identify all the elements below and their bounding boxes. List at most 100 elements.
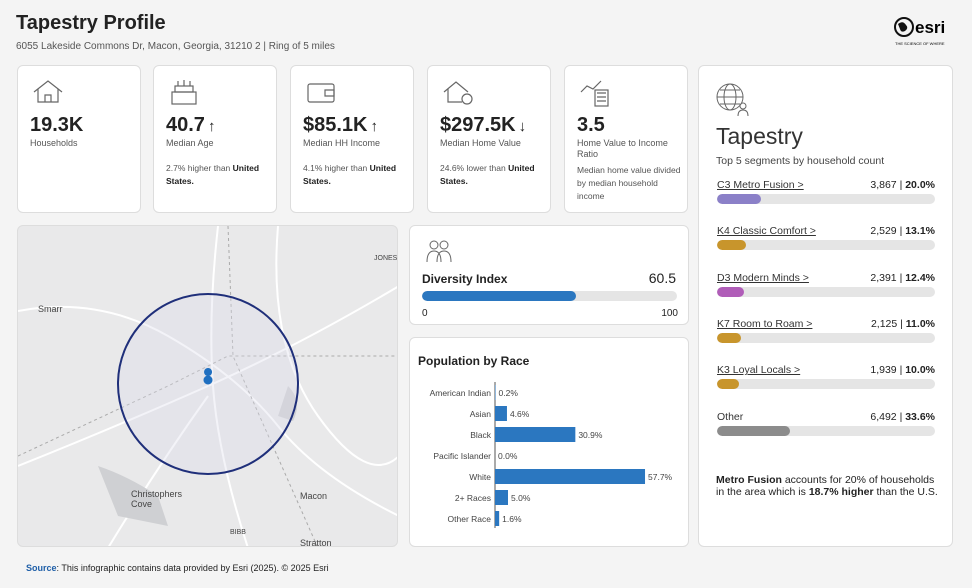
tapestry-panel: Tapestry Top 5 segments by household cou… bbox=[698, 65, 953, 547]
race-label: American Indian bbox=[430, 388, 492, 398]
segment-bar bbox=[717, 286, 745, 297]
summary-bold: 18.7% higher bbox=[808, 486, 874, 498]
value-text: 3.5 bbox=[577, 114, 605, 136]
people-icon bbox=[426, 240, 452, 263]
tapestry-subtitle: Top 5 segments by household count bbox=[716, 155, 885, 167]
stat-card: $297.5K ↓ Median Home Value 24.6% lower tha… bbox=[427, 65, 551, 213]
note-text: 2.7% higher than bbox=[166, 163, 231, 173]
card-label: Median HH Income bbox=[303, 138, 381, 148]
card-label: Median Age bbox=[166, 138, 214, 148]
diversity-track bbox=[422, 291, 677, 301]
segment-link[interactable]: C3 Metro Fusion > bbox=[717, 179, 804, 191]
segment-stats: 6,492 | 33.6% bbox=[870, 410, 935, 423]
segment-count: 2,391 bbox=[870, 271, 897, 284]
segment-link[interactable]: K3 Loyal Locals > bbox=[717, 364, 801, 377]
race-label: Pacific Islander bbox=[433, 451, 491, 461]
card-icon bbox=[171, 80, 197, 105]
race-chart: American Indian 0.2% Asian 4.6% Black 30.9% Pa… bbox=[430, 382, 673, 528]
segment-bar bbox=[717, 194, 761, 204]
card-icon bbox=[33, 80, 63, 103]
map: Smarr JONES Christophers Cove Macon BIBB Stra… bbox=[17, 225, 398, 547]
card-icon bbox=[307, 83, 335, 103]
note-bold: United States. bbox=[166, 163, 260, 186]
note-text: 24.6% lower than bbox=[440, 163, 506, 173]
note-text: Median home value divided by median hous… bbox=[577, 165, 681, 201]
card-value: 40.7 ↑ bbox=[166, 114, 215, 137]
source-link[interactable]: Source bbox=[26, 563, 57, 573]
segment-track bbox=[717, 332, 935, 343]
card-note: 4.1% higher than United States. bbox=[303, 162, 409, 188]
segment-stats: 3,867 | 20.0% bbox=[870, 179, 935, 191]
segment-percent: 10.0% bbox=[905, 364, 935, 377]
summary-text: than the U.S. bbox=[873, 486, 938, 498]
race-label: Other Race bbox=[448, 514, 492, 524]
stat-card: 3.5 Home Value to Income Ratio Median home… bbox=[564, 65, 688, 213]
card-label: Households bbox=[30, 138, 78, 148]
card-note: 24.6% lower than United States. bbox=[440, 162, 546, 188]
segment-stats: 2,529 | 13.1% bbox=[870, 225, 935, 238]
race-bar bbox=[495, 385, 496, 400]
value-text: 40.7 bbox=[166, 114, 205, 136]
race-value: 57.7% bbox=[648, 472, 673, 482]
race-value: 5.0% bbox=[511, 493, 531, 503]
segment-bar bbox=[717, 332, 741, 343]
map-label: JONES bbox=[374, 255, 398, 262]
segment-track bbox=[717, 240, 935, 251]
title: Tapestry Profile bbox=[16, 12, 166, 34]
segment-bar bbox=[717, 425, 791, 436]
race-value: 0.2% bbox=[499, 388, 519, 398]
footer: Source: This infographic contains data p… bbox=[26, 563, 329, 573]
segment-bar bbox=[717, 240, 746, 251]
race-value: 0.0% bbox=[498, 451, 518, 461]
segment-link[interactable]: D3 Modern Minds > bbox=[717, 271, 809, 284]
card-note: Median home value divided by median hous… bbox=[577, 164, 683, 203]
segment-percent: 13.1% bbox=[905, 225, 935, 238]
segment-track bbox=[717, 194, 935, 204]
race-bar bbox=[495, 490, 508, 505]
card-icon bbox=[443, 81, 473, 105]
segment-link[interactable]: K7 Room to Roam > bbox=[717, 317, 813, 330]
note-text: 4.1% higher than bbox=[303, 163, 368, 173]
segment-percent: 12.4% bbox=[905, 271, 935, 284]
trend-arrow: ↓ bbox=[518, 118, 527, 135]
map-label: Smarr bbox=[38, 304, 63, 314]
segment-percent: 11.0% bbox=[905, 317, 935, 330]
trend-arrow: ↑ bbox=[207, 118, 216, 135]
race-value: 1.6% bbox=[502, 514, 522, 524]
card-value: 19.3K bbox=[30, 114, 83, 137]
scale-min: 0 bbox=[422, 308, 428, 319]
globe-icon bbox=[716, 83, 749, 116]
diversity-bar bbox=[422, 291, 577, 301]
race-label: White bbox=[469, 472, 491, 482]
segment-percent: 33.6% bbox=[905, 410, 935, 423]
logo-text: esri bbox=[915, 18, 945, 37]
segment-count: 6,492 bbox=[870, 410, 897, 423]
tapestry-title: Tapestry bbox=[716, 123, 803, 149]
segment-link[interactable]: K4 Classic Comfort > bbox=[717, 225, 816, 238]
segment-stats: 2,125 | 11.0% bbox=[870, 317, 935, 330]
race-bar bbox=[495, 427, 576, 442]
map-label: Christophers Cove bbox=[131, 489, 183, 509]
segment-name: Other bbox=[717, 410, 744, 423]
card-label: Median Home Value bbox=[440, 138, 521, 148]
segment-stats: 1,939 | 10.0% bbox=[870, 364, 935, 377]
segment-bar bbox=[717, 379, 739, 390]
segment-count: 2,529 bbox=[870, 225, 897, 238]
race-title: Population by Race bbox=[418, 354, 530, 368]
segment-count: 3,867 bbox=[870, 179, 897, 191]
race-value: 4.6% bbox=[510, 409, 530, 419]
stat-card: 19.3K Households bbox=[17, 65, 141, 213]
map-label: Stratton bbox=[300, 538, 332, 547]
race-bar bbox=[495, 469, 646, 484]
card-label: Home Value to Income Ratio bbox=[577, 138, 668, 159]
value-text: 19.3K bbox=[30, 114, 84, 136]
race-panel: Population by Race American Indian 0.2% As… bbox=[409, 337, 689, 547]
segment-track bbox=[717, 286, 935, 297]
note-bold: United States. bbox=[440, 163, 535, 186]
segment-count: 2,125 bbox=[870, 317, 898, 330]
note-bold: United States. bbox=[303, 163, 397, 186]
card-icon bbox=[580, 80, 609, 107]
card-value: $297.5K ↓ bbox=[440, 114, 526, 137]
diversity-value: 60.5 bbox=[648, 270, 676, 286]
